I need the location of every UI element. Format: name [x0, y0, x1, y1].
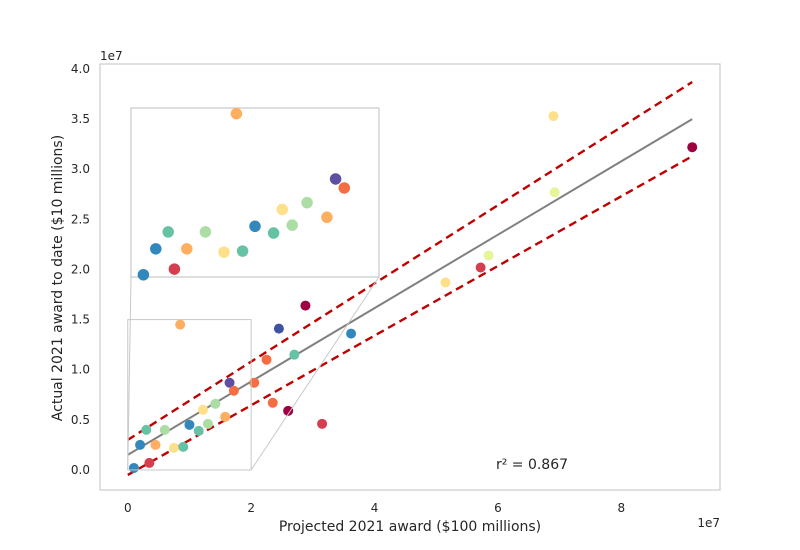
data-point	[346, 328, 357, 339]
inset-data-point	[162, 226, 174, 238]
main-points	[128, 111, 698, 473]
data-point	[150, 439, 161, 450]
data-point	[135, 439, 146, 450]
inset-data-point	[301, 196, 313, 209]
y-tick-label: 2.0	[71, 262, 90, 276]
inset-data-point	[218, 246, 230, 258]
data-point	[220, 411, 231, 422]
x-axis-exponent: 1e7	[697, 516, 720, 530]
regression-line	[127, 118, 693, 456]
data-point	[273, 323, 284, 334]
inset-data-point	[199, 226, 212, 238]
inset-data-point	[181, 243, 193, 255]
y-axis-label: Actual 2021 award to date ($10 millions)	[50, 135, 66, 421]
data-point	[159, 424, 170, 435]
zoom-connector-line	[250, 276, 380, 471]
data-point	[228, 385, 239, 396]
zoom-connector-line	[127, 276, 132, 470]
y-tick-label: 4.0	[71, 62, 90, 76]
inset-data-point	[267, 227, 280, 239]
lower-band-line	[127, 155, 693, 477]
data-point	[475, 262, 486, 273]
inset-data-point	[249, 220, 261, 233]
y-tick-label: 3.5	[71, 112, 90, 126]
r-squared-annotation: r² = 0.867	[496, 457, 568, 473]
plot-frame	[99, 63, 721, 491]
y-tick-label: 0.0	[71, 463, 90, 477]
data-point	[549, 187, 560, 198]
x-tick-label: 0	[124, 501, 132, 515]
data-point	[440, 277, 451, 288]
data-point	[283, 405, 294, 416]
data-point	[198, 404, 209, 415]
data-point	[144, 457, 155, 468]
fit-lines	[127, 81, 693, 477]
inset-data-point	[168, 263, 181, 275]
zoom-source-box	[127, 319, 252, 471]
data-point	[128, 462, 139, 473]
inset-data-point	[230, 107, 243, 120]
data-point	[289, 349, 300, 360]
data-point	[178, 441, 189, 452]
x-axis-label: Projected 2021 award ($100 millions)	[279, 519, 541, 535]
data-point	[317, 418, 328, 429]
inset-data-point	[321, 211, 333, 224]
axes: 0 2 4 6 8 0.0 0.5 1.0 1.5 2.0 2.5 3.0 3.5 4.0	[71, 62, 721, 515]
data-point	[169, 442, 180, 453]
y-tick-label: 0.5	[71, 413, 90, 427]
y-tick-label: 3.0	[71, 162, 90, 176]
inset-data-point	[329, 173, 342, 185]
x-tick-label: 8	[617, 501, 625, 515]
data-point	[249, 377, 260, 388]
data-point	[261, 354, 272, 365]
inset-data-point	[338, 182, 351, 194]
inset-data-point	[236, 245, 249, 257]
data-point	[193, 425, 204, 436]
zoom-region	[127, 276, 380, 471]
x-tick-label: 2	[247, 501, 255, 515]
data-point	[687, 142, 698, 153]
inset-data-point	[150, 243, 162, 255]
y-tick-label: 2.5	[71, 212, 90, 226]
inset-frame	[130, 107, 380, 278]
inset-plot	[130, 107, 380, 281]
data-point	[224, 377, 235, 388]
y-tick-label: 1.5	[71, 313, 90, 327]
data-point	[300, 300, 311, 311]
inset-data-point	[137, 268, 150, 281]
data-point	[141, 424, 152, 435]
x-tick-label: 4	[371, 501, 379, 515]
data-point	[548, 111, 559, 122]
y-axis-exponent: 1e7	[100, 49, 123, 63]
data-point	[267, 397, 278, 408]
data-point	[184, 419, 195, 430]
data-point	[210, 398, 221, 409]
data-point	[202, 418, 213, 429]
inset-data-point	[276, 203, 289, 216]
upper-band-line	[127, 81, 693, 441]
inset-data-point	[286, 219, 298, 231]
data-point	[483, 250, 494, 261]
x-tick-label: 6	[494, 501, 502, 515]
y-tick-label: 1.0	[71, 363, 90, 377]
data-point	[175, 319, 186, 330]
